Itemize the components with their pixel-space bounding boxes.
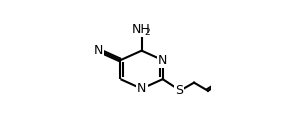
Text: NH: NH bbox=[132, 23, 150, 36]
Text: N: N bbox=[137, 82, 146, 95]
Text: 2: 2 bbox=[144, 28, 150, 37]
Text: S: S bbox=[175, 84, 183, 97]
Text: N: N bbox=[158, 54, 167, 67]
Text: N: N bbox=[94, 44, 103, 57]
